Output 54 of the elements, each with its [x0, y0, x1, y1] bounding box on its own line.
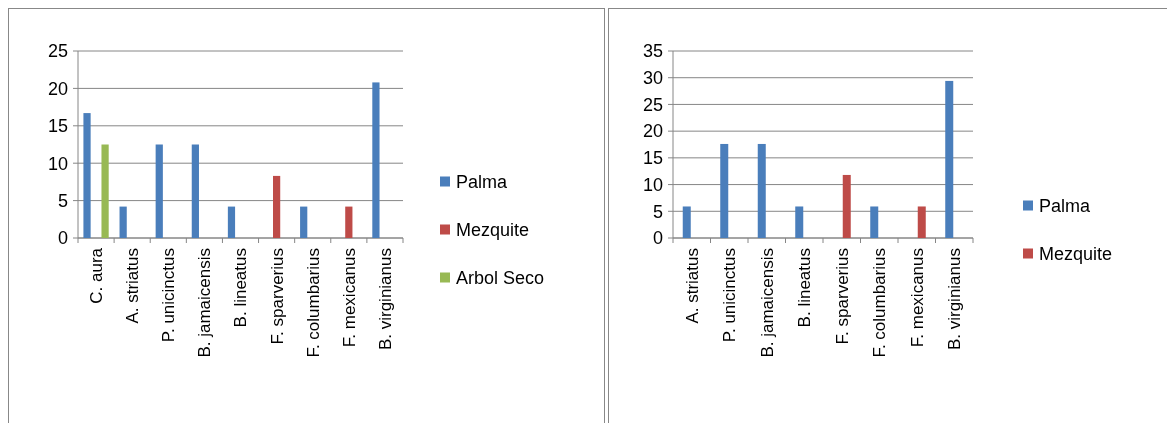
x-tick-label: B. jamaicensis	[757, 248, 777, 358]
x-tick-label: F. sparverius	[267, 248, 287, 345]
y-tick-label: 0	[652, 228, 663, 249]
legend-label: Palma	[1039, 195, 1092, 216]
y-tick-label: 35	[642, 41, 663, 62]
y-tick-label: 0	[57, 228, 68, 249]
bar	[191, 144, 199, 238]
bar	[155, 144, 163, 238]
x-tick-label: A. striatus	[123, 248, 143, 324]
y-tick-label: 20	[642, 121, 663, 142]
bar	[227, 206, 236, 238]
y-tick-label: 25	[47, 41, 68, 62]
bar	[870, 206, 879, 238]
bar	[345, 206, 353, 238]
bar	[757, 143, 766, 238]
x-tick-label: A. striatus	[682, 248, 702, 324]
bar	[300, 206, 308, 238]
bar	[372, 82, 380, 238]
x-tick-label: B. jamaicensis	[195, 248, 215, 358]
x-tick-label: C. aura	[87, 247, 107, 304]
x-tick-label: B. virginianus	[945, 248, 965, 351]
y-tick-label: 15	[642, 148, 663, 169]
x-tick-label: B. virginianus	[375, 248, 395, 351]
bar	[101, 144, 109, 238]
legend-label: Mezquite	[1039, 243, 1113, 264]
x-tick-label: F. mexicanus	[339, 248, 359, 348]
x-tick-label: B. lineatus	[795, 248, 815, 328]
x-tick-label: F. sparverius	[832, 248, 852, 345]
y-tick-label: 25	[642, 94, 663, 115]
y-tick-label: 5	[57, 190, 68, 211]
x-tick-label: P. unicinctus	[159, 248, 179, 343]
legend-label: Palma	[456, 171, 509, 192]
x-tick-label: F. columbarius	[303, 248, 323, 358]
legend-label: Mezquite	[456, 219, 530, 240]
y-tick-label: 30	[642, 68, 663, 89]
bar	[917, 206, 926, 238]
bar	[682, 206, 691, 238]
x-tick-label: B. lineatus	[231, 248, 251, 328]
bar	[842, 174, 851, 238]
bar	[119, 206, 127, 238]
x-tick-label: F. mexicanus	[907, 248, 927, 348]
bar	[273, 175, 281, 238]
y-tick-label: 20	[47, 78, 68, 99]
y-tick-label: 10	[642, 174, 663, 195]
y-tick-label: 10	[47, 153, 68, 174]
bar	[795, 206, 804, 238]
y-tick-label: 15	[47, 116, 68, 137]
x-tick-label: P. unicinctus	[720, 248, 740, 343]
legend-label: Arbol Seco	[456, 267, 545, 288]
y-tick-label: 5	[652, 201, 663, 222]
x-tick-label: F. columbarius	[870, 248, 890, 358]
bar	[720, 143, 729, 238]
bar	[83, 113, 91, 238]
bar	[945, 80, 954, 238]
